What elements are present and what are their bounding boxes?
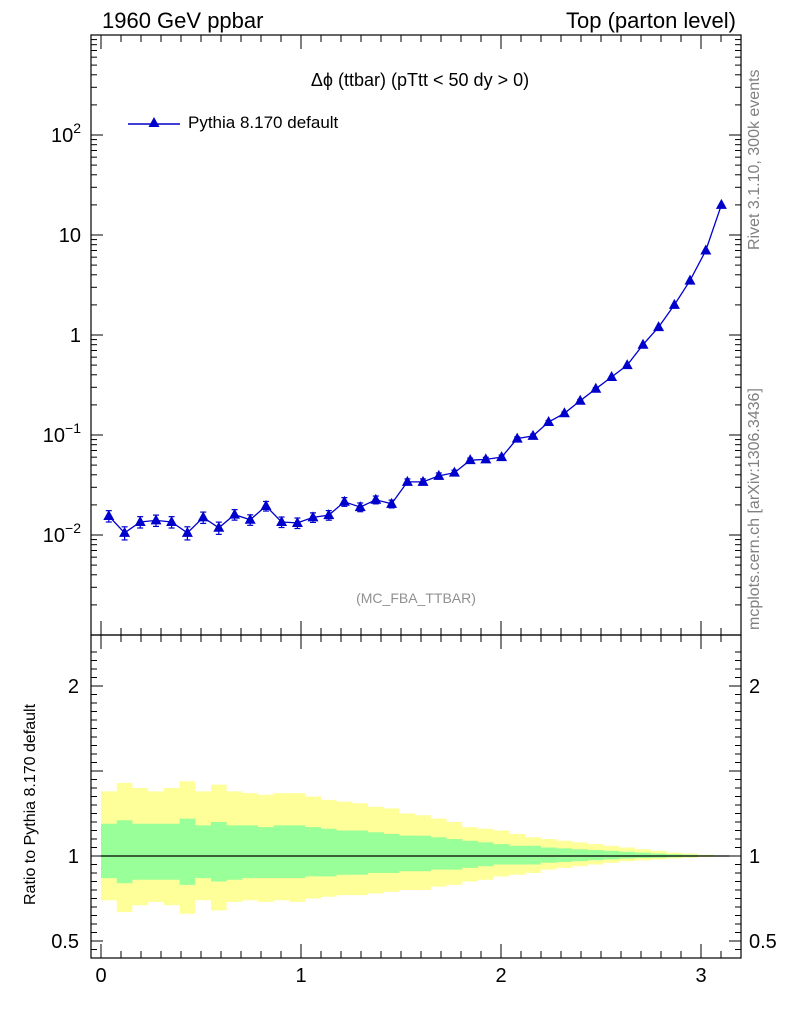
data-point: [527, 429, 539, 440]
y-tick-label: 102: [51, 120, 81, 147]
x-tick-label: 2: [495, 965, 506, 987]
data-point: [590, 382, 602, 393]
data-point: [197, 511, 209, 522]
data-point: [433, 469, 445, 480]
ratio-band-inner: [101, 818, 730, 885]
series-line: [108, 204, 723, 534]
data-point: [276, 515, 288, 526]
data-point: [307, 511, 319, 522]
data-point: [511, 432, 523, 443]
data-point: [244, 513, 256, 524]
y-tick-label: 10−2: [43, 520, 81, 547]
data-point: [338, 495, 350, 506]
data-point: [448, 466, 460, 477]
analysis-label: (MC_FBA_TTBAR): [356, 590, 476, 606]
main-series: [103, 198, 727, 541]
data-point: [370, 493, 382, 504]
data-point: [700, 244, 712, 255]
legend-triangle-icon: [148, 117, 160, 127]
x-tick-label: 0: [95, 965, 106, 987]
data-point: [323, 509, 335, 520]
y-tick-label: 10−1: [43, 420, 81, 447]
data-point: [574, 394, 586, 405]
data-point: [166, 515, 178, 526]
data-point: [715, 198, 727, 209]
data-point: [181, 526, 193, 537]
ratio-tick-label-left: 0.5: [51, 931, 79, 953]
data-point: [621, 359, 633, 370]
data-point: [496, 451, 508, 462]
ratio-tick-label-left: 2: [68, 676, 79, 698]
data-point: [386, 497, 398, 508]
y-tick-label: 1: [70, 325, 81, 347]
x-tick-label: 1: [295, 965, 306, 987]
data-point: [229, 508, 241, 519]
ratio-tick-label-right: 1: [749, 846, 760, 868]
data-point: [684, 274, 696, 285]
data-point: [150, 514, 162, 525]
header-right: Top (parton level): [566, 8, 736, 33]
data-point: [543, 415, 555, 426]
side-label-rivet: Rivet 3.1.10, 300k events: [746, 69, 763, 250]
data-point: [291, 516, 303, 527]
data-point: [480, 453, 492, 464]
data-point: [213, 521, 225, 532]
ratio-tick-label-right: 2: [749, 676, 760, 698]
data-point: [417, 475, 429, 486]
data-point: [260, 499, 272, 510]
data-point: [119, 526, 131, 537]
data-point: [401, 475, 413, 486]
ratio-y-axis-label: Ratio to Pythia 8.170 default: [22, 703, 39, 905]
ratio-bands: [101, 781, 730, 914]
side-label-mcplots: mcplots.cern.ch [arXiv:1306.3436]: [746, 388, 763, 630]
data-point: [134, 515, 146, 526]
data-point: [464, 454, 476, 465]
data-point: [668, 298, 680, 309]
ratio-tick-label-left: 1: [68, 846, 79, 868]
ratio-tick-label-right: 0.5: [749, 931, 777, 953]
legend-marker: [128, 117, 180, 127]
data-point: [354, 501, 366, 512]
data-point: [653, 321, 665, 332]
legend-label: Pythia 8.170 default: [188, 113, 339, 132]
data-point: [103, 509, 115, 520]
data-point: [637, 338, 649, 349]
data-point: [606, 371, 618, 382]
axes: 10−2 10−1 1 10 102 0 1 2 3 0.5 0.5 1 1 2 2: [43, 34, 777, 987]
header-left: 1960 GeV ppbar: [102, 8, 264, 33]
y-tick-label: 10: [59, 225, 81, 247]
data-point: [558, 407, 570, 418]
x-tick-label: 3: [695, 965, 706, 987]
plot-title: Δϕ (ttbar) (pTtt < 50 dy > 0): [310, 70, 530, 90]
